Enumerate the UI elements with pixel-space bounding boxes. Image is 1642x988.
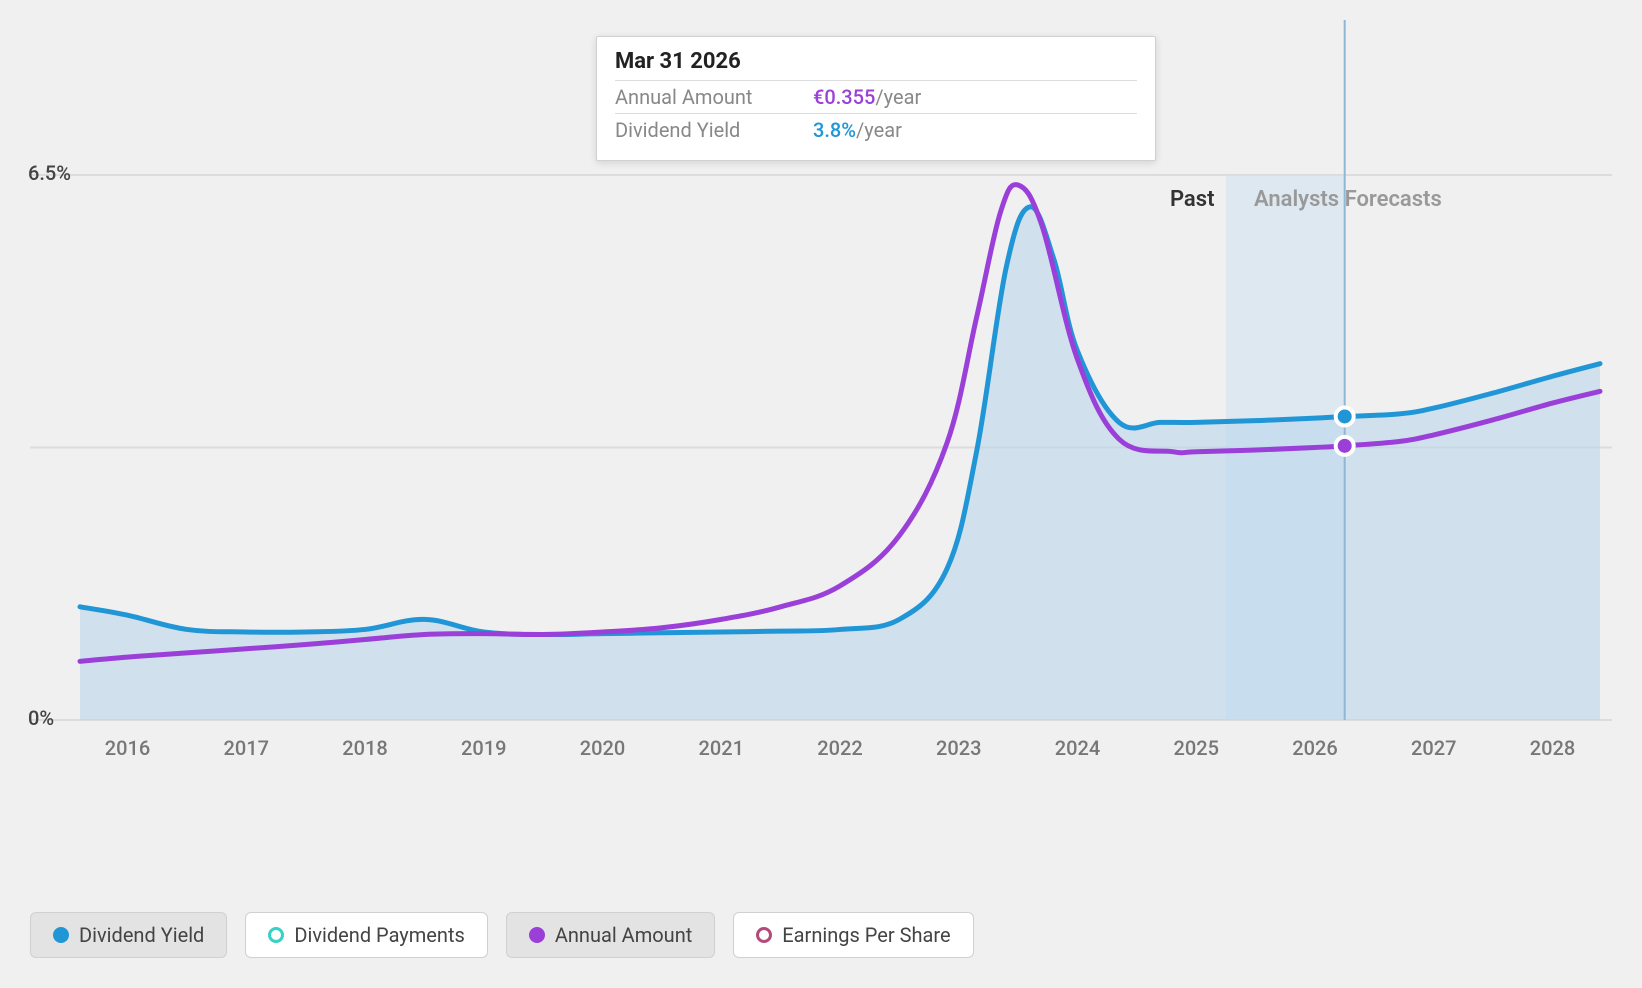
x-axis-label: 2028 [1530,736,1575,760]
x-axis-label: 2027 [1411,736,1456,760]
y-axis-label: 0% [28,706,54,730]
y-axis-label: 6.5% [28,161,71,185]
x-axis-label: 2023 [936,736,981,760]
legend-label: Annual Amount [555,923,692,947]
legend-item-dividend_payments[interactable]: Dividend Payments [245,912,487,958]
chart-tooltip: Mar 31 2026 Annual Amount€0.355/yearDivi… [596,36,1156,161]
legend-swatch [529,927,545,943]
tooltip-row-label: Annual Amount [615,85,785,109]
x-axis-label: 2017 [224,736,269,760]
legend-item-annual_amount[interactable]: Annual Amount [506,912,715,958]
legend-swatch [756,927,772,943]
legend-label: Earnings Per Share [782,923,950,947]
tooltip-row-label: Dividend Yield [615,118,785,142]
tooltip-row: Dividend Yield 3.8%/year [615,113,1137,146]
legend-label: Dividend Yield [79,923,204,947]
tooltip-date: Mar 31 2026 [615,49,1137,74]
x-axis-label: 2026 [1292,736,1337,760]
x-axis-label: 2025 [1174,736,1219,760]
legend-item-eps[interactable]: Earnings Per Share [733,912,973,958]
section-label-past: Past [1170,187,1215,212]
legend-item-dividend_yield[interactable]: Dividend Yield [30,912,227,958]
chart-legend: Dividend Yield Dividend Payments Annual Am… [30,912,974,958]
x-axis-label: 2019 [461,736,506,760]
dividend-chart: Mar 31 2026 Annual Amount€0.355/yearDivi… [0,0,1642,988]
x-axis-label: 2016 [105,736,150,760]
tooltip-row-value: 3.8% [813,118,856,142]
legend-label: Dividend Payments [294,923,464,947]
legend-swatch [53,927,69,943]
x-axis-label: 2018 [342,736,387,760]
x-axis-label: 2020 [580,736,625,760]
tooltip-row-unit: /year [856,118,902,142]
x-axis-label: 2022 [817,736,862,760]
section-label-forecast: Analysts Forecasts [1254,187,1442,212]
tooltip-row: Annual Amount €0.355/year [615,80,1137,113]
tooltip-row-value: €0.355 [813,85,875,109]
x-axis-label: 2024 [1055,736,1100,760]
x-axis-label: 2021 [699,736,744,760]
tooltip-row-unit: /year [875,85,921,109]
legend-swatch [268,927,284,943]
